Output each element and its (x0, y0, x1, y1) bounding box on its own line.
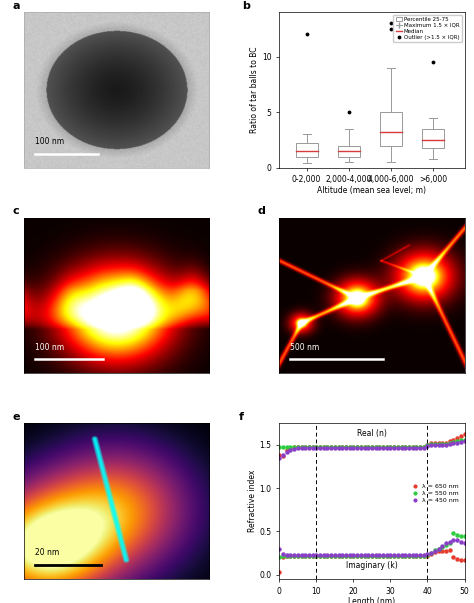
Text: 20 nm: 20 nm (35, 548, 59, 557)
Text: Real (n): Real (n) (357, 429, 387, 438)
Legend: λ = 650 nm, λ = 550 nm, λ = 450 nm: λ = 650 nm, λ = 550 nm, λ = 450 nm (406, 481, 461, 505)
Bar (296, 144, 318, 157)
Text: b: b (242, 1, 250, 10)
Y-axis label: Ratio of tar balls to BC: Ratio of tar balls to BC (250, 46, 259, 133)
Text: 500 nm: 500 nm (291, 343, 319, 352)
Bar (422, 129, 444, 148)
Text: a: a (13, 1, 20, 10)
X-axis label: Length (nm): Length (nm) (348, 597, 395, 603)
Y-axis label: Refractive index: Refractive index (248, 470, 257, 532)
Text: d: d (257, 206, 265, 216)
Text: Imaginary (k): Imaginary (k) (346, 561, 398, 570)
Text: e: e (13, 412, 20, 421)
X-axis label: Altitude (mean sea level; m): Altitude (mean sea level; m) (318, 186, 427, 195)
Bar (380, 112, 402, 145)
Text: c: c (13, 206, 19, 216)
Legend: Percentile 25-75, Maximum 1.5 × IQR, Median, Outlier (>1.5 × IQR): Percentile 25-75, Maximum 1.5 × IQR, Med… (393, 15, 462, 42)
Text: f: f (238, 412, 244, 421)
Bar (338, 145, 360, 157)
Text: 100 nm: 100 nm (35, 137, 64, 146)
Text: 100 nm: 100 nm (35, 343, 64, 352)
